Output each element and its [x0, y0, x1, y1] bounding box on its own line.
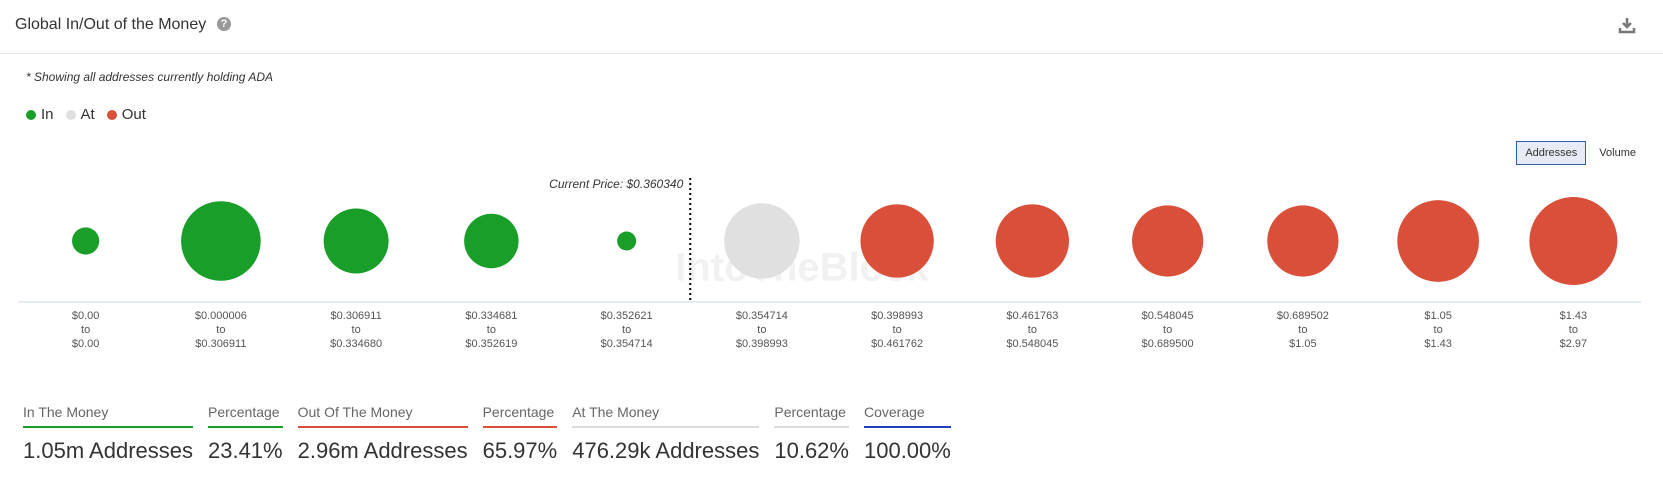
bubble — [617, 231, 637, 251]
legend-label: At — [80, 106, 95, 123]
x-tick-label: $1.05 — [1424, 310, 1452, 322]
x-tick-label: $0.00 — [72, 338, 100, 350]
stat-label: Percentage — [774, 404, 849, 428]
stat: Percentage 65.97% — [482, 404, 558, 464]
x-tick-label: $0.398993 — [871, 310, 923, 322]
toggle-button[interactable]: Addresses — [1516, 141, 1587, 165]
chart: IntoTheBlock$0.00to$0.00$0.000006to$0.30… — [18, 177, 1641, 350]
legend: In At Out — [26, 106, 146, 123]
stat-label: In The Money — [23, 404, 193, 428]
stat: Coverage 100.00% — [863, 404, 951, 464]
x-tick-label: $1.05 — [1289, 338, 1317, 350]
legend-item[interactable]: At — [65, 106, 95, 123]
bubble — [724, 203, 800, 279]
x-tick-label: $0.334680 — [330, 338, 382, 350]
x-tick-label: $0.548045 — [1142, 310, 1194, 322]
x-tick-label: $0.461762 — [871, 338, 923, 350]
x-tick-label: $0.306911 — [331, 310, 382, 322]
stat-value: 100.00% — [863, 438, 951, 463]
x-tick-label: to — [1569, 324, 1578, 336]
x-tick-label: to — [622, 324, 631, 336]
legend-label: Out — [121, 106, 146, 123]
x-tick-label: to — [1434, 324, 1443, 336]
stat-value: 65.97% — [482, 438, 558, 463]
x-tick-label: to — [757, 324, 766, 336]
stats: In The Money 1.05m Addresses Percentage 23.… — [23, 404, 951, 464]
x-tick-label: to — [81, 324, 90, 336]
stat-value: 23.41% — [207, 438, 283, 463]
stat-label: Coverage — [863, 404, 951, 428]
bubble — [1529, 197, 1618, 285]
x-tick-label: $0.00 — [72, 310, 100, 322]
x-tick-label: $0.306911 — [195, 338, 246, 350]
stat: In The Money 1.05m Addresses — [23, 404, 193, 464]
stat-label: Out Of The Money — [297, 404, 468, 428]
x-tick-label: to — [893, 324, 902, 336]
x-tick-label: $0.689500 — [1142, 338, 1194, 350]
toggle-button[interactable]: Volume — [1599, 147, 1636, 159]
x-tick-label: to — [216, 324, 225, 336]
bubble — [323, 208, 389, 274]
bubble — [1397, 200, 1479, 282]
legend-item[interactable]: Out — [106, 106, 146, 123]
download-icon[interactable] — [1618, 16, 1636, 34]
stat: Percentage 10.62% — [774, 404, 849, 464]
x-tick-label: $0.334681 — [465, 310, 517, 322]
bubble — [1132, 205, 1204, 277]
bubble — [860, 204, 934, 278]
x-tick-label: $1.43 — [1560, 310, 1588, 322]
x-tick-label: $2.97 — [1560, 338, 1588, 350]
bubble — [72, 227, 100, 255]
stat-value: 476.29k Addresses — [572, 438, 760, 463]
stat-label: Percentage — [207, 404, 283, 428]
help-icon[interactable]: ? — [217, 17, 231, 31]
stat-label: At The Money — [572, 404, 760, 428]
bubble — [995, 204, 1070, 278]
bubble — [464, 213, 519, 269]
x-tick-label: $1.43 — [1424, 338, 1452, 350]
x-tick-label: $0.352621 — [601, 310, 653, 322]
stat: At The Money 476.29k Addresses — [572, 404, 760, 464]
x-tick-label: to — [1028, 324, 1037, 336]
stat: Percentage 23.41% — [207, 404, 283, 464]
stat-label: Percentage — [482, 404, 558, 428]
note: * Showing all addresses currently holdin… — [26, 70, 274, 84]
x-tick-label: $0.398993 — [736, 338, 788, 350]
x-tick-label: to — [1163, 324, 1172, 336]
title: Global In/Out of the Money — [15, 16, 207, 33]
annotation: Current Price: $0.360340 — [549, 177, 683, 191]
x-tick-label: to — [1298, 324, 1307, 336]
bubble — [181, 201, 261, 281]
legend-dot — [26, 109, 36, 120]
x-tick-label: $0.689502 — [1277, 310, 1329, 322]
stat-value: 2.96m Addresses — [297, 438, 468, 463]
x-tick-label: $0.000006 — [195, 310, 247, 322]
legend-label: In — [41, 106, 54, 123]
stat: Out Of The Money 2.96m Addresses — [297, 404, 468, 464]
header: Global In/Out of the Money ? — [0, 0, 1663, 54]
toggle: Addresses Volume — [1516, 141, 1645, 165]
legend-item[interactable]: In — [26, 106, 54, 123]
x-tick-label: $0.548045 — [1006, 338, 1058, 350]
stat-value: 10.62% — [774, 438, 849, 463]
x-tick-label: $0.354714 — [601, 338, 653, 350]
x-tick-label: to — [487, 324, 496, 336]
bubble — [1267, 205, 1339, 277]
x-tick-label: $0.354714 — [736, 310, 788, 322]
legend-dot — [65, 109, 76, 120]
x-tick-label: $0.352619 — [465, 338, 517, 350]
x-tick-label: $0.461763 — [1006, 310, 1058, 322]
stat-value: 1.05m Addresses — [23, 438, 193, 463]
x-tick-label: to — [352, 324, 361, 336]
legend-dot — [106, 109, 117, 120]
